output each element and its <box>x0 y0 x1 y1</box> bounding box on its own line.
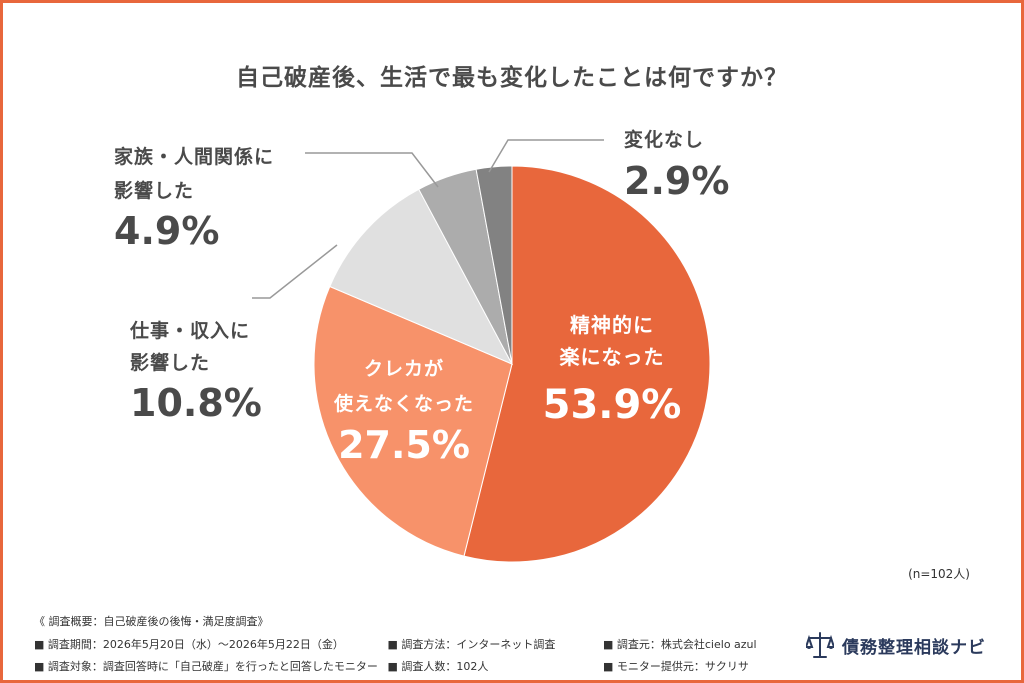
slice-value-label-0: 53.9% <box>543 382 682 428</box>
survey-info-row-1: ■ 調査期間：2026年5月20日（水）～2026年5月22日（金） ■ 調査方… <box>34 636 757 652</box>
scales-of-justice-icon <box>806 632 834 658</box>
pie-slice-4 <box>475 165 513 365</box>
sample-size-note: (n=102人) <box>908 567 970 581</box>
pie-slice-2 <box>329 188 514 366</box>
survey-period: ■ 調査期間：2026年5月20日（水）～2026年5月22日（金） <box>34 638 344 651</box>
slice-label-2-line-0: 仕事・収入に <box>129 319 250 342</box>
slice-label-3-line-0: 家族・人間関係に <box>114 145 274 168</box>
slice-label-1-line-0: クレカが <box>364 357 444 380</box>
survey-info-row-2: ■ 調査対象：調査回答時に「自己破産」を行ったと回答したモニター ■ 調査人数：… <box>34 658 749 674</box>
pie-slice-0 <box>463 165 711 563</box>
survey-summary-heading: 《 調査概要：自己破産後の後悔・満足度調査》 <box>34 615 269 628</box>
survey-source: ■ 調査元：株式会社cielo azul <box>603 638 757 651</box>
slice-value-label-3: 4.9% <box>114 209 219 253</box>
survey-target: ■ 調査対象：調査回答時に「自己破産」を行ったと回答したモニター <box>34 660 378 673</box>
slice-label-1-line-1: 使えなくなった <box>333 393 474 415</box>
leader-line-2 <box>252 244 338 299</box>
slice-value-label-1: 27.5% <box>338 423 470 467</box>
brand-logo: 債務整理相談ナビ <box>806 630 986 660</box>
slice-value-label-2: 10.8% <box>130 381 262 425</box>
leader-line-3 <box>305 152 439 188</box>
slice-label-2-line-1: 影響した <box>130 351 210 374</box>
slice-label-3-line-1: 影響した <box>114 179 194 202</box>
survey-count: ■ 調査人数：102人 <box>387 660 489 673</box>
slice-label-0-line-1: 楽になった <box>560 345 665 369</box>
survey-method: ■ 調査方法：インターネット調査 <box>387 638 556 651</box>
brand-name: 債務整理相談ナビ <box>842 637 986 658</box>
pie-slice-1 <box>313 285 513 557</box>
leader-line-4 <box>488 139 604 173</box>
chart-title: 自己破産後、生活で最も変化したことは何ですか？ <box>236 65 788 91</box>
slice-label-0-line-0: 精神的に <box>570 313 654 337</box>
monitor-provider: ■ モニター提供元：サクリサ <box>603 660 749 673</box>
slice-label-4-line-0: 変化なし <box>624 128 704 151</box>
slice-value-label-4: 2.9% <box>624 159 729 203</box>
